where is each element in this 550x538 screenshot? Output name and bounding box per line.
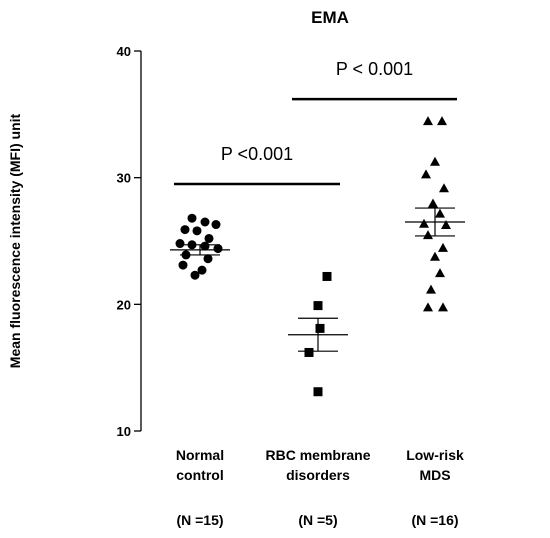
data-point-triangle: [423, 302, 433, 312]
x-category-label: MDS: [419, 467, 450, 483]
data-point-circle: [190, 270, 200, 280]
data-point-circle: [197, 265, 207, 275]
data-point-square: [313, 387, 323, 397]
data-point-circle: [211, 220, 221, 230]
sample-size-label: (N =5): [298, 512, 337, 528]
data-point-circle: [204, 233, 214, 243]
p-value-label: P <0.001: [221, 144, 293, 164]
data-point-circle: [200, 241, 210, 251]
y-tick-label: 40: [117, 44, 131, 59]
x-category-label: Low-risk: [406, 447, 464, 463]
sample-size-label: (N =16): [411, 512, 458, 528]
data-point-circle: [187, 213, 197, 223]
x-category-label: Normal: [176, 447, 224, 463]
x-category-label: control: [176, 467, 223, 483]
sample-size-label: (N =15): [176, 512, 223, 528]
y-tick-label: 20: [117, 297, 131, 312]
p-value-label: P < 0.001: [336, 59, 413, 79]
data-point-circle: [175, 239, 185, 249]
data-point-circle: [213, 244, 223, 254]
chart-title: EMA: [311, 8, 349, 27]
data-point-square: [304, 347, 314, 357]
x-category-label: disorders: [286, 467, 350, 483]
data-point-triangle: [441, 220, 451, 230]
data-point-triangle: [438, 242, 448, 252]
x-category-label: RBC membrane: [265, 447, 370, 463]
data-point-square: [315, 323, 325, 333]
data-point-triangle: [428, 198, 438, 208]
data-point-triangle: [437, 116, 447, 126]
data-point-triangle: [435, 208, 445, 218]
data-point-circle: [192, 226, 202, 236]
data-point-triangle: [430, 251, 440, 261]
data-point-circle: [178, 260, 188, 270]
data-point-triangle: [439, 183, 449, 193]
data-point-circle: [203, 254, 213, 264]
data-point-triangle: [438, 302, 448, 312]
data-point-triangle: [423, 116, 433, 126]
data-point-triangle: [426, 284, 436, 294]
data-point-triangle: [430, 156, 440, 166]
data-point-triangle: [421, 169, 431, 179]
data-point-square: [322, 271, 332, 281]
data-point-triangle: [419, 218, 429, 228]
y-tick-label: 30: [117, 171, 131, 186]
y-tick-label: 10: [117, 424, 131, 439]
y-axis-label: Mean fluorescence intensity (MFI) unit: [7, 113, 23, 368]
data-point-triangle: [423, 230, 433, 240]
data-point-circle: [180, 225, 190, 235]
data-point-circle: [200, 217, 210, 227]
data-point-square: [313, 301, 323, 311]
data-point-triangle: [435, 268, 445, 278]
